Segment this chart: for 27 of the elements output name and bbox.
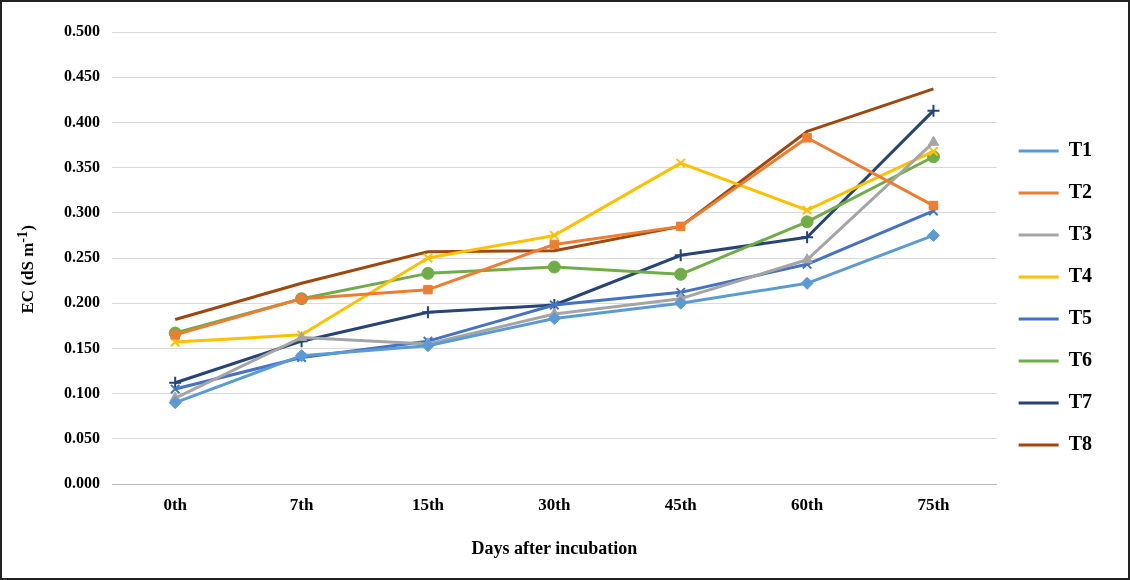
y-tick-label: 0.200 <box>64 293 100 311</box>
y-tick-label: 0.300 <box>64 202 100 220</box>
y-tick-label: 0.100 <box>64 383 100 401</box>
legend-label: T7 <box>1068 390 1092 413</box>
x-tick-label: 0th <box>163 494 188 514</box>
y-tick-label: 0.450 <box>64 67 100 85</box>
y-tick-label: 0.350 <box>64 157 100 175</box>
y-tick-label: 0.250 <box>64 248 100 266</box>
x-axis-title: Days after incubation <box>471 537 638 558</box>
x-tick-label: 45th <box>664 494 698 514</box>
x-tick-label: 60th <box>791 494 824 514</box>
legend-label: T2 <box>1068 180 1092 203</box>
y-tick-label: 0.400 <box>64 112 100 130</box>
x-tick-label: 7th <box>289 494 314 514</box>
x-tick-label: 75th <box>917 494 951 514</box>
legend-label: T3 <box>1068 222 1092 245</box>
legend-label: T5 <box>1068 306 1092 329</box>
legend-label: T4 <box>1068 264 1092 287</box>
x-tick-label: 15th <box>411 494 445 514</box>
legend-label: T8 <box>1068 432 1092 455</box>
y-tick-label: 0.050 <box>64 428 100 446</box>
y-tick-label: 0.500 <box>64 22 100 40</box>
x-tick-label: 30th <box>538 494 571 514</box>
y-tick-label: 0.000 <box>64 474 100 492</box>
legend-label: T6 <box>1068 348 1092 371</box>
legend-label: T1 <box>1068 138 1092 161</box>
y-tick-label: 0.150 <box>64 338 100 356</box>
